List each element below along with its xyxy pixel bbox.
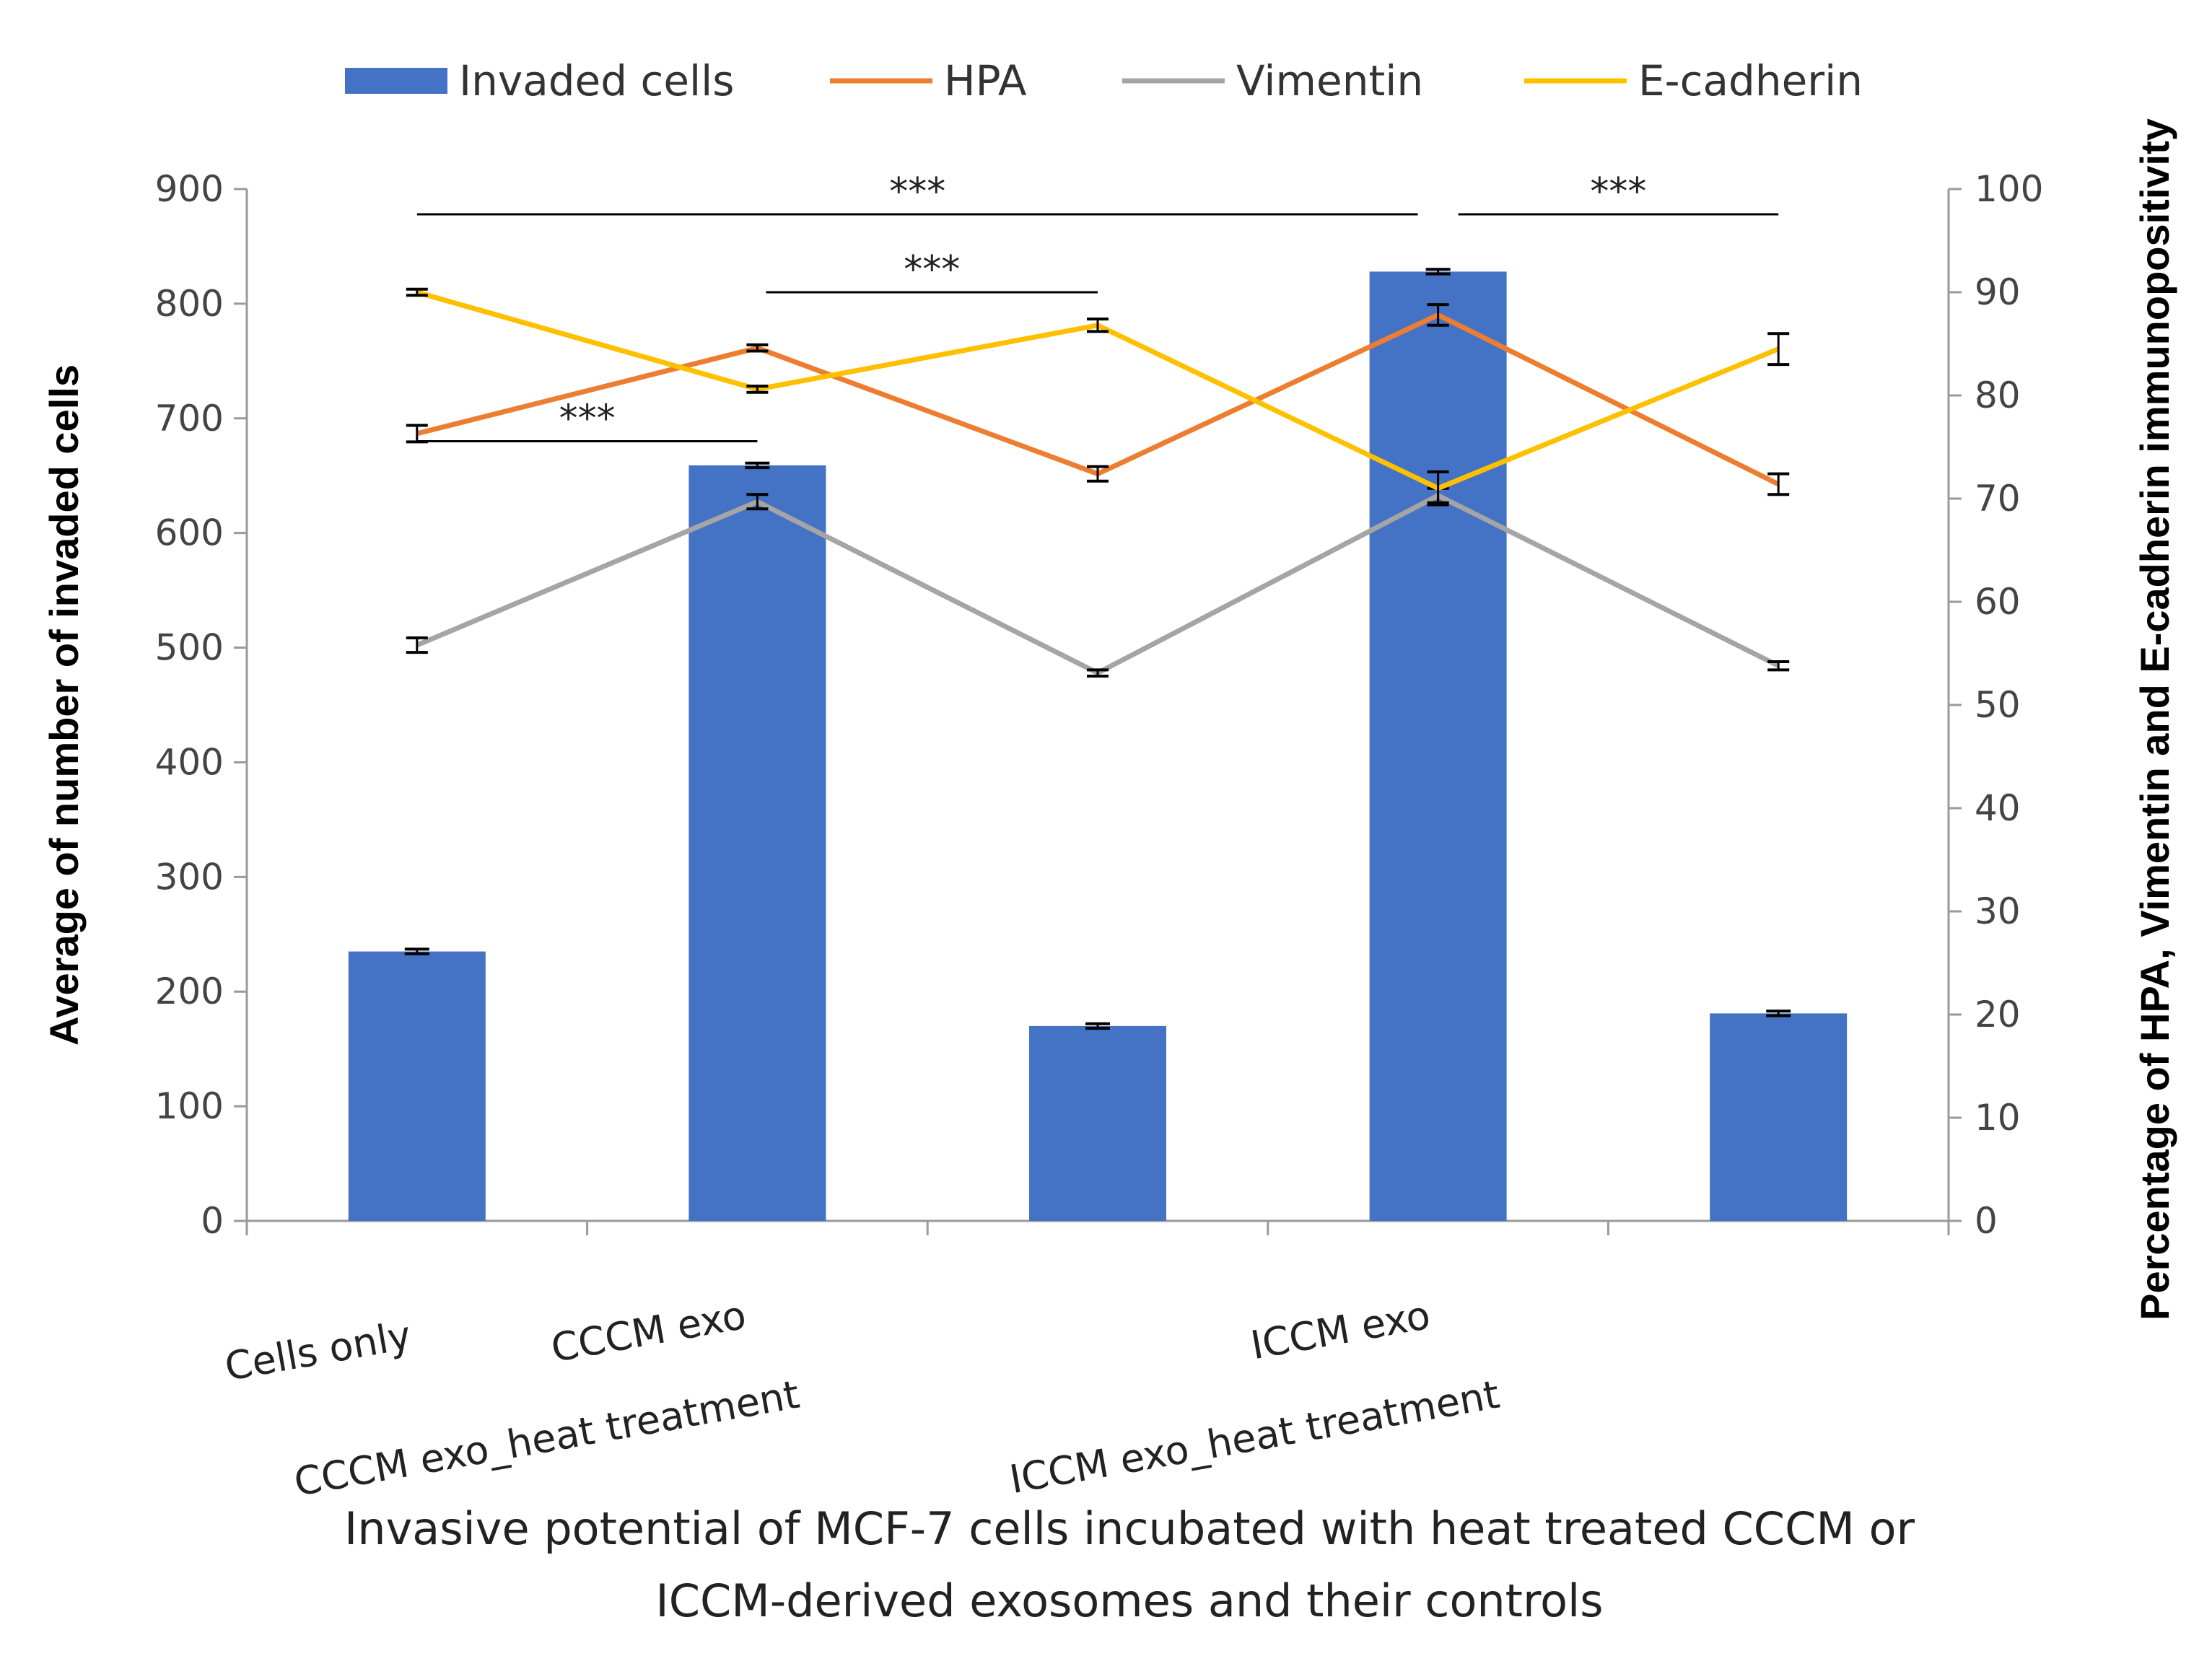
legend: Invaded cells HPA Vimentin E-cadherin bbox=[345, 56, 1863, 105]
significance-markers: *** *** *** *** bbox=[416, 170, 1779, 443]
point-vimentin-error-bar bbox=[406, 636, 428, 654]
y-axis-title-left: Average of number of invaded cells bbox=[41, 364, 87, 1046]
x-axis-title: ICCM-derived exosomes and their controls bbox=[655, 1574, 1603, 1627]
significance-label: *** bbox=[559, 398, 616, 441]
x-category-label: ICCM exo_heat treatment bbox=[1006, 1372, 1503, 1502]
legend-label: HPA bbox=[944, 56, 1027, 105]
point-e-cadherin-error-bar bbox=[746, 385, 769, 394]
bar-invaded-cells bbox=[1369, 271, 1507, 1221]
bar-error-bar bbox=[745, 461, 770, 470]
bar-invaded-cells bbox=[1029, 1025, 1166, 1221]
left-tick-label: 800 bbox=[155, 283, 224, 325]
y-axis-title-right: Percentage of HPA, Vimentin and E-cadher… bbox=[2132, 118, 2177, 1320]
bar-invaded-cells bbox=[348, 951, 486, 1221]
left-tick-label: 600 bbox=[155, 512, 224, 554]
x-category-label: Cells only bbox=[222, 1313, 414, 1390]
bar-error-bar bbox=[1425, 268, 1451, 276]
left-tick-label: 0 bbox=[201, 1200, 224, 1242]
left-tick-label: 700 bbox=[155, 398, 224, 439]
x-category-label: ICCM exo bbox=[1247, 1292, 1433, 1369]
right-tick-label: 0 bbox=[1975, 1200, 1998, 1242]
legend-label: Vimentin bbox=[1236, 56, 1423, 105]
bar-series bbox=[348, 268, 1848, 1221]
line-hpa bbox=[416, 312, 1780, 487]
bar-error-bar bbox=[1766, 1009, 1791, 1017]
right-tick-label: 30 bbox=[1975, 890, 2021, 932]
point-hpa-error-bar bbox=[746, 343, 769, 353]
point-e-cadherin-error-bar bbox=[1767, 332, 1790, 367]
point-e-cadherin-error-bar bbox=[1427, 470, 1449, 507]
bar-error-bar bbox=[404, 947, 429, 955]
right-tick-label: 100 bbox=[1975, 168, 2043, 210]
point-e-cadherin-error-bar bbox=[1087, 317, 1109, 333]
left-tick-label: 200 bbox=[155, 971, 224, 1012]
left-tick-label: 500 bbox=[155, 627, 224, 669]
significance-label: *** bbox=[889, 170, 945, 214]
legend-item-vimentin: Vimentin bbox=[1122, 56, 1423, 105]
point-hpa-error-bar bbox=[1427, 303, 1449, 327]
right-tick-label: 90 bbox=[1975, 271, 2021, 313]
point-hpa-error-bar bbox=[1767, 472, 1790, 496]
significance-label: *** bbox=[904, 248, 960, 292]
x-axis-title: Invasive potential of MCF-7 cells incuba… bbox=[344, 1502, 1915, 1555]
x-category-label: CCCM exo_heat treatment bbox=[291, 1372, 803, 1505]
bar-invaded-cells bbox=[688, 465, 826, 1221]
left-tick-label: 300 bbox=[155, 856, 224, 898]
legend-item-invaded-cells: Invaded cells bbox=[345, 56, 735, 105]
right-tick-label: 80 bbox=[1975, 374, 2021, 416]
point-vimentin-error-bar bbox=[746, 493, 769, 511]
legend-swatch bbox=[345, 68, 447, 94]
point-e-cadherin-error-bar bbox=[406, 287, 428, 297]
right-tick-label: 70 bbox=[1975, 478, 2021, 520]
line-series bbox=[406, 287, 1790, 678]
bar-invaded-cells bbox=[1710, 1013, 1848, 1221]
point-vimentin-error-bar bbox=[1767, 660, 1790, 672]
right-tick-label: 40 bbox=[1975, 787, 2021, 829]
left-tick-label: 900 bbox=[155, 168, 224, 210]
axis-labels: Average of number of invaded cells Percen… bbox=[41, 118, 2177, 1627]
x-category-label: CCCM exo bbox=[548, 1292, 749, 1371]
legend-item-hpa: HPA bbox=[830, 56, 1027, 105]
point-vimentin-error-bar bbox=[1087, 668, 1109, 678]
legend-label: E-cadherin bbox=[1638, 56, 1863, 105]
bar-error-bar bbox=[1085, 1022, 1110, 1030]
significance-label: *** bbox=[1590, 170, 1646, 214]
right-tick-label: 20 bbox=[1975, 994, 2021, 1035]
left-tick-label: 400 bbox=[155, 741, 224, 783]
legend-item-e-cadherin: E-cadherin bbox=[1524, 56, 1863, 105]
right-tick-label: 10 bbox=[1975, 1097, 2021, 1139]
line-vimentin bbox=[416, 493, 1780, 676]
right-tick-label: 50 bbox=[1975, 684, 2021, 726]
point-hpa-error-bar bbox=[1087, 465, 1109, 483]
legend-label: Invaded cells bbox=[459, 56, 735, 105]
left-tick-label: 100 bbox=[155, 1085, 224, 1127]
right-tick-label: 60 bbox=[1975, 581, 2021, 623]
